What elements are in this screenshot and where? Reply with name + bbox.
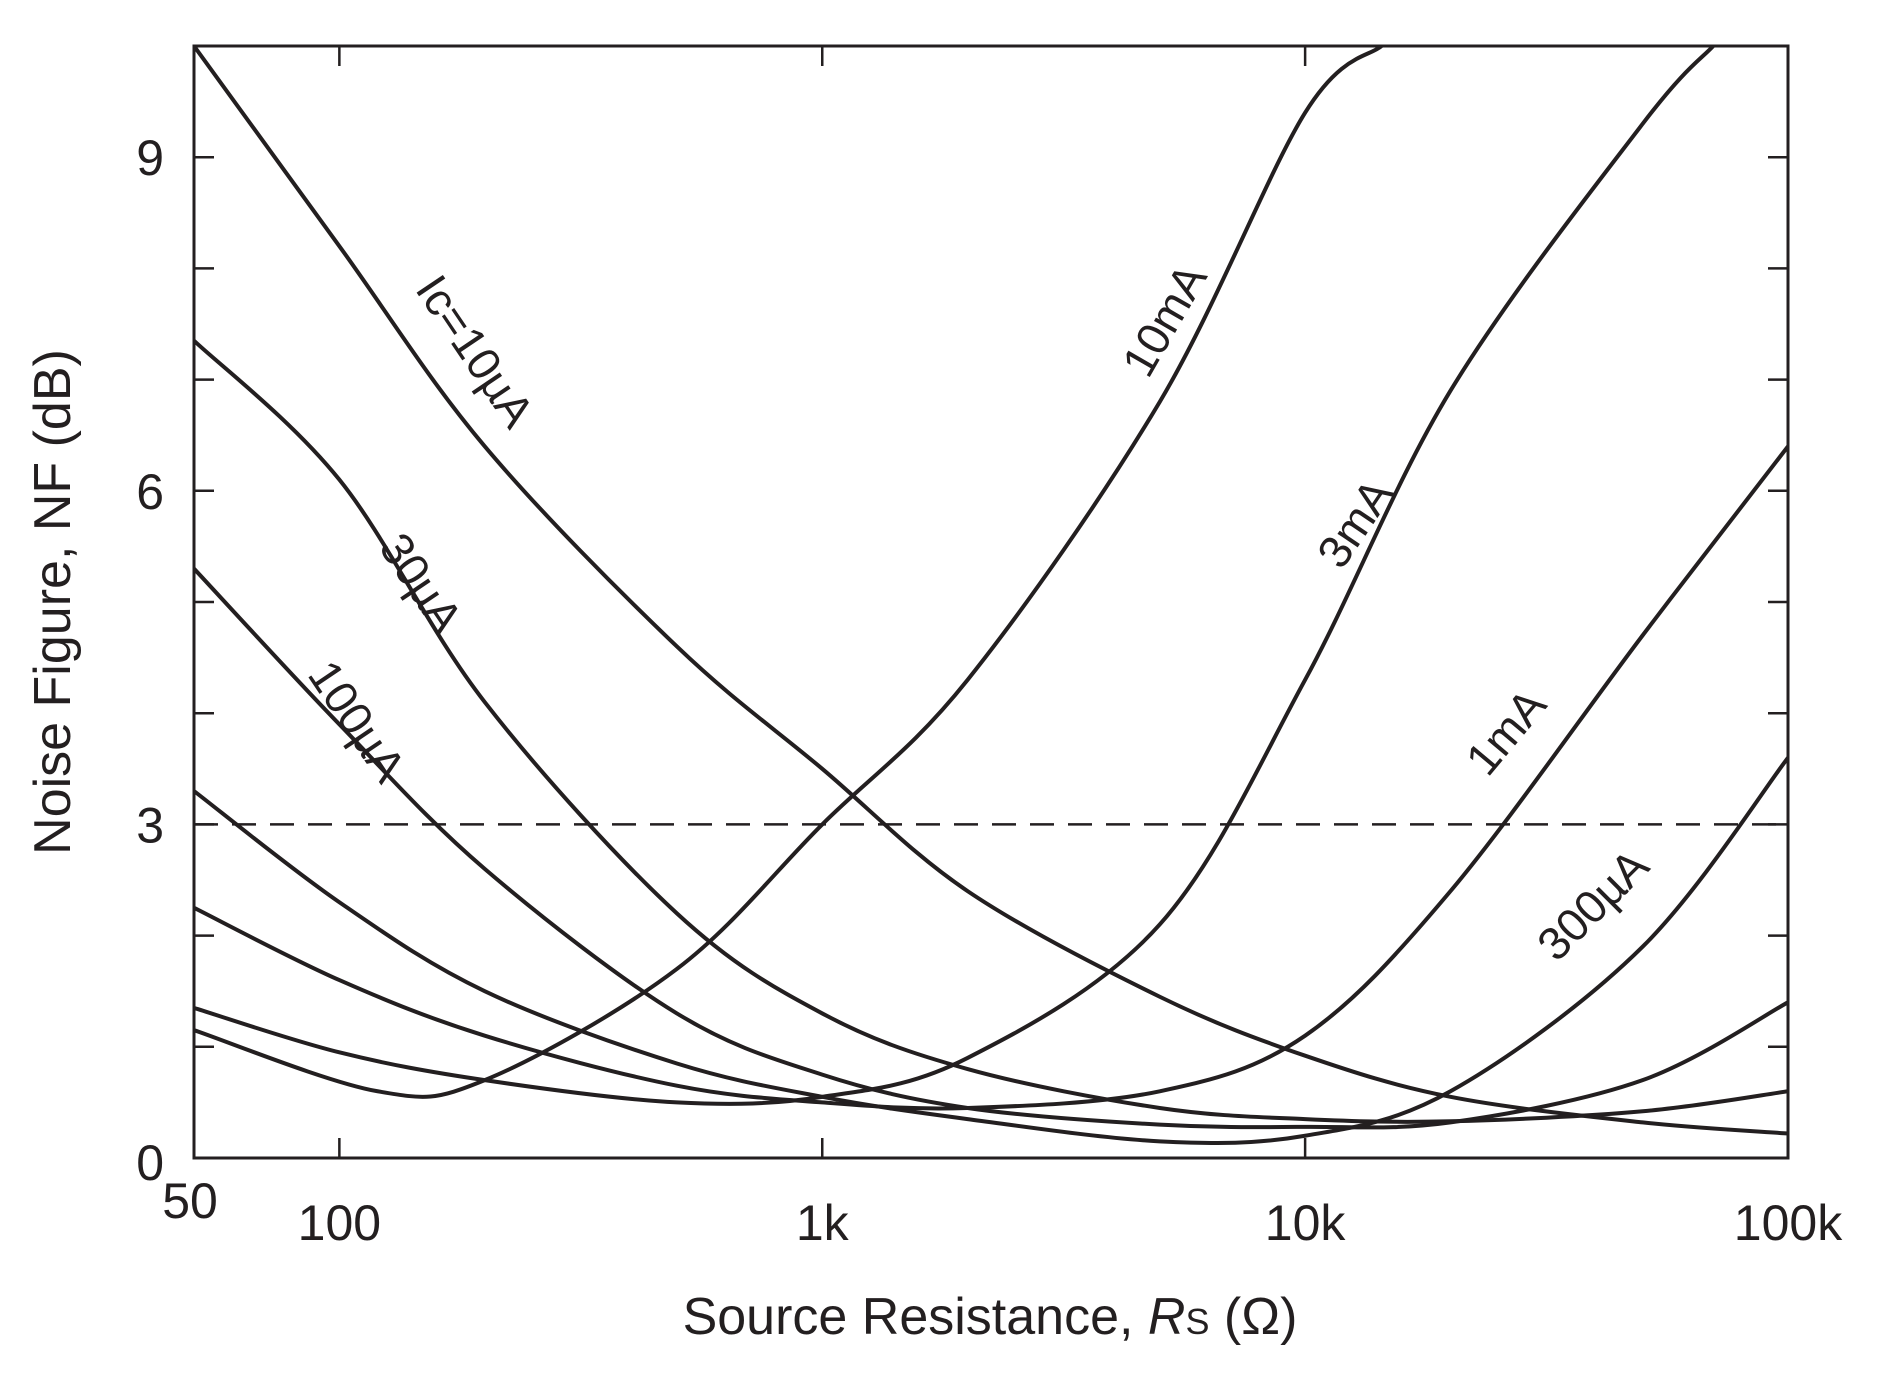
series-line-1ma — [194, 445, 1788, 1111]
curve-label-10uA: Ic=10µA — [406, 266, 545, 437]
y-tick-label: 9 — [136, 130, 164, 186]
y-tick-label: 6 — [136, 464, 164, 520]
curves — [194, 46, 1788, 1145]
series-line-300a — [194, 756, 1788, 1145]
y-tick-label: 3 — [136, 797, 164, 853]
curve-label-100uA: 100µA — [298, 651, 416, 791]
series-line-30a — [194, 339, 1788, 1124]
x-tick-label: 10k — [1265, 1195, 1347, 1251]
x-tick-label: 50 — [162, 1173, 218, 1229]
y-tick-label: 0 — [136, 1135, 164, 1191]
curve-label-10mA: 10mA — [1112, 255, 1217, 385]
x-tick-label: 100 — [298, 1195, 381, 1251]
x-tick-label: 100k — [1734, 1195, 1843, 1251]
series-line-ic10a — [194, 46, 1788, 1136]
curve-label-30uA: 30µA — [369, 524, 473, 643]
x-tick-label: 1k — [796, 1195, 850, 1251]
x-axis-title: Source Resistance, RS (Ω) — [683, 1288, 1298, 1346]
series-line-3ma — [194, 46, 1715, 1106]
y-axis-title: Noise Figure, NF (dB) — [24, 349, 82, 855]
curve-label-3mA: 3mA — [1307, 469, 1403, 577]
tick-labels: 0 3 6 9 50 100 1k 10k 100k — [136, 130, 1843, 1251]
curve-label-1mA: 1mA — [1455, 679, 1556, 785]
plot-frame — [192, 44, 1790, 1160]
series-line-100a — [194, 567, 1788, 1130]
series-line-10ma — [194, 46, 1383, 1099]
